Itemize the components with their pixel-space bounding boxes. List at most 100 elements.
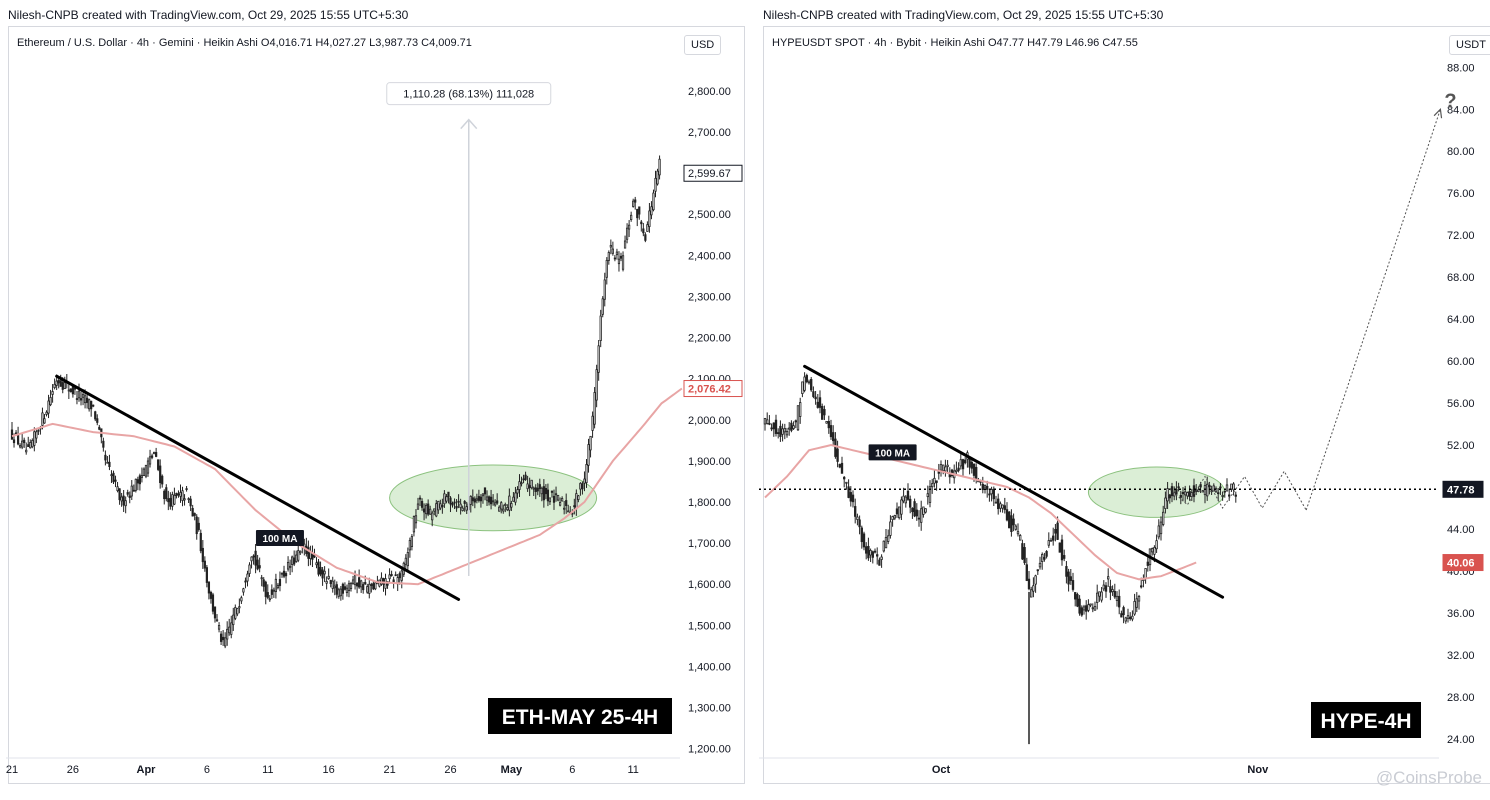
candle-body <box>128 495 131 498</box>
candle-body <box>343 586 347 590</box>
candle-body <box>1030 589 1033 598</box>
candle-body <box>812 391 815 397</box>
y-tick-label: 2,300.00 <box>688 291 731 303</box>
current-price-label: 2,599.67 <box>688 168 731 180</box>
candle-body <box>1153 547 1156 555</box>
candle-body <box>496 500 499 504</box>
candle-body <box>1199 484 1202 488</box>
candle-body <box>291 556 294 565</box>
candle-body <box>1120 613 1123 618</box>
candle-body <box>1003 505 1006 510</box>
candle-body <box>1032 585 1035 592</box>
candle-body <box>1181 491 1185 495</box>
candle-body <box>579 482 582 490</box>
candle-body <box>1155 540 1158 550</box>
ma-price-box <box>683 380 743 398</box>
candle-body <box>522 478 525 481</box>
candle-body <box>195 516 198 535</box>
candle-body <box>321 569 324 579</box>
candle-body <box>1091 607 1094 610</box>
candle-body <box>31 440 34 448</box>
candle-body <box>823 409 826 416</box>
eth-panel: Nilesh-CNPB created with TradingView.com… <box>6 8 745 784</box>
candle-body <box>1071 580 1075 590</box>
y-tick-label: 2,200.00 <box>688 333 731 345</box>
candle-body <box>213 606 217 619</box>
candle-body <box>404 557 407 565</box>
candle-body <box>1045 551 1048 557</box>
candle-body <box>410 536 414 547</box>
candle-body <box>445 496 448 502</box>
chart-title-badge-text: HYPE-4H <box>1320 710 1411 733</box>
candle-body <box>1118 595 1121 608</box>
candle-body <box>581 483 584 490</box>
chart-title-badge-text: ETH-MAY 25-4H <box>502 706 658 729</box>
measure-label: 1,110.28 (68.13%) 111,028 <box>403 89 534 101</box>
candle-body <box>805 375 808 383</box>
candle-body <box>1223 490 1226 493</box>
candle-body <box>1159 521 1163 535</box>
candle-body <box>632 200 635 207</box>
candle-body <box>55 380 58 386</box>
candle-body <box>583 478 586 484</box>
y-tick-label: 2,500.00 <box>688 209 731 221</box>
candle-body <box>394 574 397 577</box>
candle-body <box>567 510 570 513</box>
candle-body <box>816 401 819 408</box>
candle-body <box>1080 607 1083 616</box>
candle-body <box>331 580 334 589</box>
candle-body <box>189 498 192 507</box>
candle-body <box>224 637 227 647</box>
candle-body <box>266 592 269 598</box>
candle-body <box>970 461 973 469</box>
candle-body <box>1005 509 1009 521</box>
candle-body <box>792 425 795 429</box>
candle-body <box>315 562 318 566</box>
current-price-box <box>683 164 743 182</box>
candle-body <box>183 498 186 501</box>
candle-body <box>244 580 247 583</box>
candle-body <box>146 460 150 474</box>
ma-label: 100 MA <box>262 534 297 545</box>
candle-body <box>453 501 456 504</box>
ma-label-box <box>868 444 917 461</box>
candle-body <box>351 579 355 584</box>
candle-body <box>1036 569 1039 572</box>
candle-body <box>337 589 340 597</box>
candle-body <box>1146 561 1149 566</box>
candle-body <box>167 498 170 503</box>
candle-body <box>477 496 481 501</box>
candle-body <box>849 492 852 502</box>
candle-body <box>599 315 602 341</box>
candle-body <box>422 508 426 513</box>
candle-body <box>642 228 645 234</box>
hype-unit-button[interactable]: USDT <box>1449 35 1490 55</box>
candle-body <box>975 466 978 480</box>
candle-body <box>408 540 411 551</box>
candle-body <box>1162 511 1165 525</box>
candle-body <box>565 500 568 507</box>
candle-body <box>171 494 174 507</box>
candle-body <box>27 444 30 447</box>
candle-body <box>136 479 139 484</box>
candle-body <box>443 493 446 505</box>
projection-arrowhead <box>1433 107 1443 119</box>
candle-body <box>834 438 837 457</box>
candle-body <box>658 158 661 176</box>
y-tick-label: 1,400.00 <box>688 661 731 673</box>
eth-unit-button[interactable]: USD <box>684 35 722 55</box>
candle-body <box>640 221 643 225</box>
candle-body <box>1021 543 1024 560</box>
moving-average-line <box>764 443 1197 581</box>
candle-body <box>1210 490 1213 493</box>
candle-body <box>1234 494 1237 497</box>
candle-body <box>818 397 822 408</box>
x-tick-label: 6 <box>569 764 575 776</box>
candle-body <box>299 550 302 554</box>
chart-title-badge <box>1311 702 1421 738</box>
candle-body <box>873 550 877 553</box>
candle-body <box>957 467 960 471</box>
candle-body <box>102 440 105 448</box>
candle-body <box>104 454 107 461</box>
candle-body <box>1151 548 1154 553</box>
